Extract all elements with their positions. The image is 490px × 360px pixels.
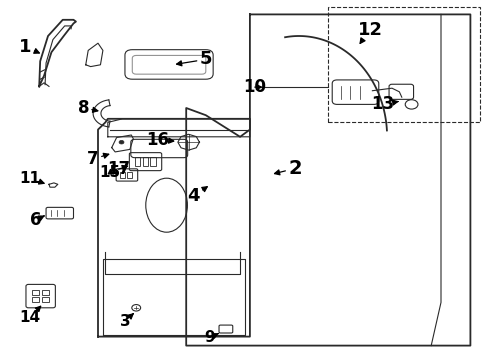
Text: 3: 3 bbox=[120, 314, 133, 329]
Text: 14: 14 bbox=[19, 306, 41, 325]
Bar bbox=[127, 172, 132, 178]
Text: 6: 6 bbox=[29, 211, 44, 229]
Bar bbox=[32, 297, 39, 302]
Text: 1: 1 bbox=[19, 38, 39, 56]
Bar bbox=[143, 157, 148, 166]
Text: 4: 4 bbox=[187, 187, 207, 205]
Circle shape bbox=[119, 140, 124, 144]
Text: 2: 2 bbox=[274, 159, 302, 178]
Bar bbox=[42, 290, 49, 295]
Bar bbox=[135, 157, 140, 166]
Text: 7: 7 bbox=[87, 150, 109, 168]
Text: 8: 8 bbox=[77, 99, 98, 117]
Bar bbox=[42, 297, 49, 302]
Text: 10: 10 bbox=[244, 78, 266, 96]
Text: 17: 17 bbox=[107, 160, 130, 178]
Text: 9: 9 bbox=[204, 330, 218, 345]
Text: 5: 5 bbox=[176, 50, 212, 68]
Bar bbox=[32, 290, 39, 295]
Bar bbox=[120, 172, 125, 178]
Text: 12: 12 bbox=[357, 21, 383, 44]
Text: 15: 15 bbox=[99, 165, 121, 180]
Text: 16: 16 bbox=[147, 131, 174, 149]
Bar bbox=[150, 157, 156, 166]
Bar bbox=[328, 7, 480, 122]
Text: 11: 11 bbox=[19, 171, 44, 186]
Text: 13: 13 bbox=[371, 95, 398, 113]
